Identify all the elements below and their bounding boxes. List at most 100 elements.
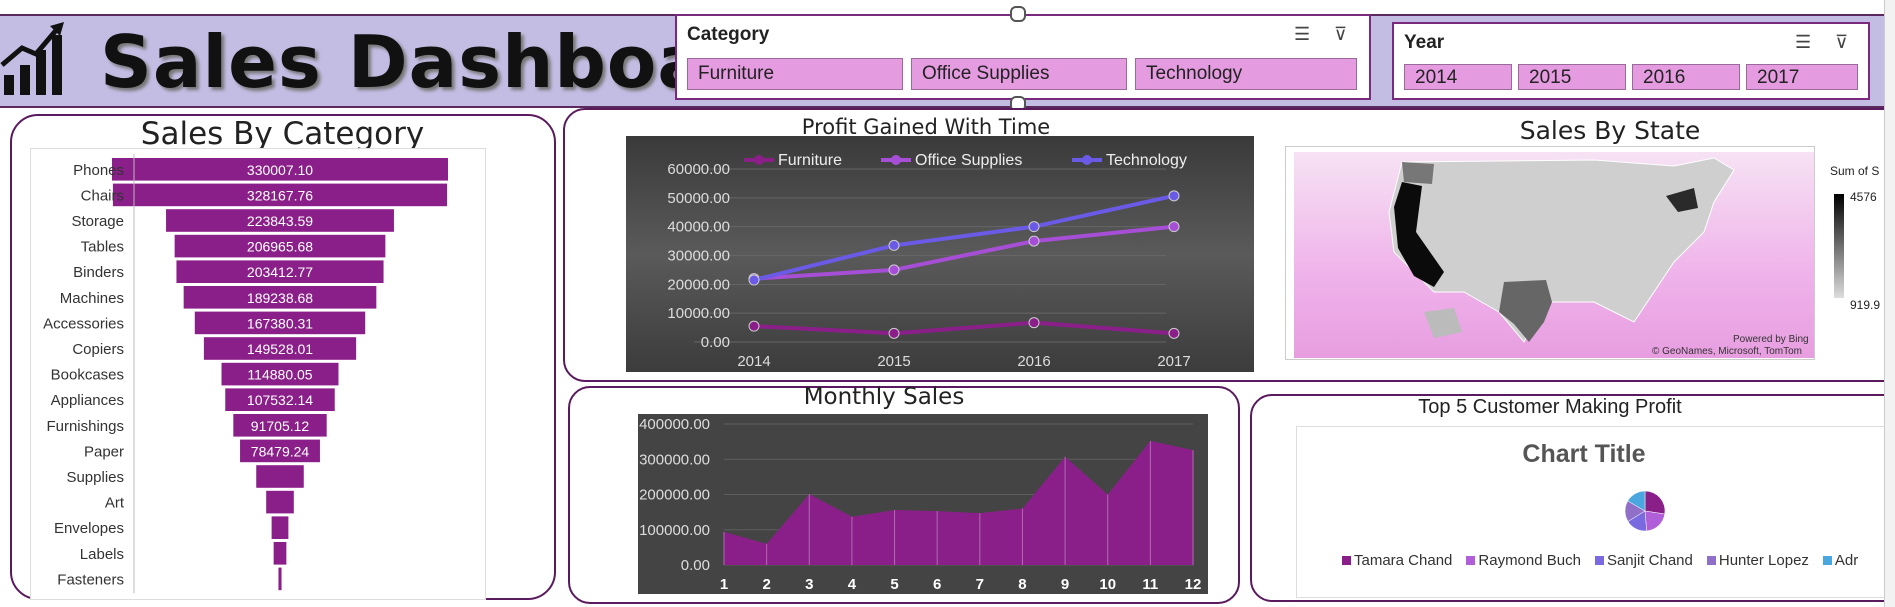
funnel-chart: Phones 330007.10 Chairs 328167.76 Storage 223… xyxy=(43,154,448,594)
pie-legend-item: Tamara Chand xyxy=(1342,552,1452,569)
category-slicer[interactable]: Category ☰ ⊽ Furniture Office Supplies T… xyxy=(675,14,1371,100)
pie-legend: Tamara Chand Raymond Buch Sanjit Chand Hunt… xyxy=(1342,552,1895,574)
pie-slice xyxy=(1644,510,1666,532)
line-point xyxy=(1028,221,1040,233)
funnel-bar xyxy=(176,260,384,283)
area-x-tick-label: 2 xyxy=(762,576,770,593)
scrollbar[interactable] xyxy=(1884,0,1895,607)
pie-legend-swatch xyxy=(1466,556,1476,565)
area-x-tick-label: 4 xyxy=(848,576,857,593)
pie-legend-item: Raymond Buch xyxy=(1466,552,1581,569)
category-slicer-title: Category xyxy=(687,24,770,45)
pie-plot-area xyxy=(1296,426,1895,598)
funnel-bar xyxy=(273,542,287,565)
funnel-category-label: Bookcases xyxy=(51,367,124,384)
line-legend-label: Furniture xyxy=(778,152,842,169)
map-credit-sources: © GeoNames, Microsoft, TomTom xyxy=(1652,346,1802,357)
funnel-bar xyxy=(278,567,282,591)
line-x-tick-label: 2015 xyxy=(877,353,910,370)
slicer-item-2015[interactable]: 2015 xyxy=(1518,64,1626,90)
line-y-tick-label: 10000.00 xyxy=(667,305,730,322)
pie-legend-item: Hunter Lopez xyxy=(1706,552,1809,569)
multi-select-icon[interactable]: ☰ xyxy=(1795,32,1812,52)
area-y-tick-label: 400000.00 xyxy=(639,416,710,433)
pie-legend-swatch xyxy=(1706,556,1716,565)
funnel-data-label: 78479.24 xyxy=(251,443,310,459)
pie-slice xyxy=(1644,490,1666,515)
funnel-bar xyxy=(240,439,320,463)
funnel-data-label: 330007.10 xyxy=(247,162,313,178)
area-x-tick-label: 8 xyxy=(1018,576,1026,593)
funnel-bar xyxy=(266,490,294,514)
monthly-sales-title: Monthly Sales xyxy=(803,384,965,410)
funnel-category-label: Art xyxy=(105,495,125,512)
clear-filter-icon[interactable]: ⊽ xyxy=(1334,24,1348,44)
line-series xyxy=(753,320,1175,336)
slicer-item-office-supplies[interactable]: Office Supplies xyxy=(911,58,1127,90)
funnel-category-label: Phones xyxy=(73,162,124,179)
sales-by-state-title: Sales By State xyxy=(1519,116,1701,145)
area-fill xyxy=(724,440,1193,565)
funnel-data-label: 167380.31 xyxy=(247,315,313,331)
line-x-tick-label: 2016 xyxy=(1017,353,1050,370)
funnel-bar xyxy=(203,337,357,360)
slicer-item-2014[interactable]: 2014 xyxy=(1404,64,1512,90)
map-legend-bar xyxy=(1834,194,1844,298)
funnel-bar xyxy=(112,183,448,207)
funnel-bar xyxy=(271,516,289,539)
funnel-bar xyxy=(233,414,327,437)
funnel-category-label: Tables xyxy=(81,239,124,256)
state-washington xyxy=(1402,162,1434,184)
funnel-category-label: Storage xyxy=(71,213,124,230)
area-x-tick-label: 12 xyxy=(1185,576,1202,593)
area-x-tick-label: 6 xyxy=(933,576,941,593)
multi-select-icon[interactable]: ☰ xyxy=(1294,24,1311,44)
line-y-tick-label: 60000.00 xyxy=(667,161,730,178)
year-slicer[interactable]: Year ☰ ⊽ 2014 2015 2016 2017 xyxy=(1392,22,1870,100)
funnel-data-label: 206965.68 xyxy=(247,239,313,255)
line-series xyxy=(753,224,1175,281)
line-point xyxy=(1028,235,1040,247)
funnel-category-label: Binders xyxy=(73,264,124,281)
line-point xyxy=(748,320,760,332)
slicer-item-2016[interactable]: 2016 xyxy=(1632,64,1740,90)
funnel-category-label: Paper xyxy=(84,443,124,460)
funnel-data-label: 149528.01 xyxy=(247,341,313,357)
pie-legend-label: Adr xyxy=(1834,552,1859,569)
resize-handle[interactable] xyxy=(1010,6,1026,22)
state-new-york xyxy=(1666,188,1698,212)
pie-legend-label: Hunter Lopez xyxy=(1718,552,1809,569)
pie-legend-swatch xyxy=(1342,556,1351,565)
slicer-item-technology[interactable]: Technology xyxy=(1135,58,1357,90)
slicer-item-furniture[interactable]: Furniture xyxy=(687,58,903,90)
funnel-category-label: Furnishings xyxy=(46,418,124,435)
funnel-category-label: Labels xyxy=(80,546,124,563)
state-california xyxy=(1394,182,1444,287)
monthly-area-chart: 400000.00 300000.00 200000.00 100000.00 0.00… xyxy=(638,414,1208,594)
clear-filter-icon[interactable]: ⊽ xyxy=(1835,32,1849,52)
chart-icon xyxy=(0,22,64,95)
funnel-data-label: 203412.77 xyxy=(247,264,313,280)
line-legend-marker xyxy=(1082,155,1092,165)
line-legend-label: Office Supplies xyxy=(915,152,1022,169)
line-point xyxy=(1168,221,1180,233)
pie-legend-swatch xyxy=(1594,556,1604,565)
map-credit-bing: Powered by Bing xyxy=(1733,334,1809,345)
line-point xyxy=(1028,317,1040,329)
year-slicer-title: Year xyxy=(1404,32,1445,53)
line-y-tick-label: 0.00 xyxy=(701,334,730,351)
funnel-data-label: 223843.59 xyxy=(247,213,313,229)
line-x-tick-label: 2017 xyxy=(1157,353,1190,370)
funnel-bar xyxy=(183,286,377,309)
slicer-item-2017[interactable]: 2017 xyxy=(1746,64,1858,90)
line-point xyxy=(1168,327,1180,339)
area-x-tick-label: 10 xyxy=(1099,576,1116,593)
map-frame xyxy=(1285,146,1815,360)
area-y-tick-label: 100000.00 xyxy=(639,522,710,539)
pie-legend-label: Tamara Chand xyxy=(1354,552,1453,569)
pie-chart-title: Chart Title xyxy=(1522,440,1646,468)
line-point xyxy=(888,327,900,339)
area-x-tick-label: 5 xyxy=(890,576,898,593)
line-legend-marker xyxy=(754,155,764,165)
top-customers-panel xyxy=(1250,394,1895,602)
